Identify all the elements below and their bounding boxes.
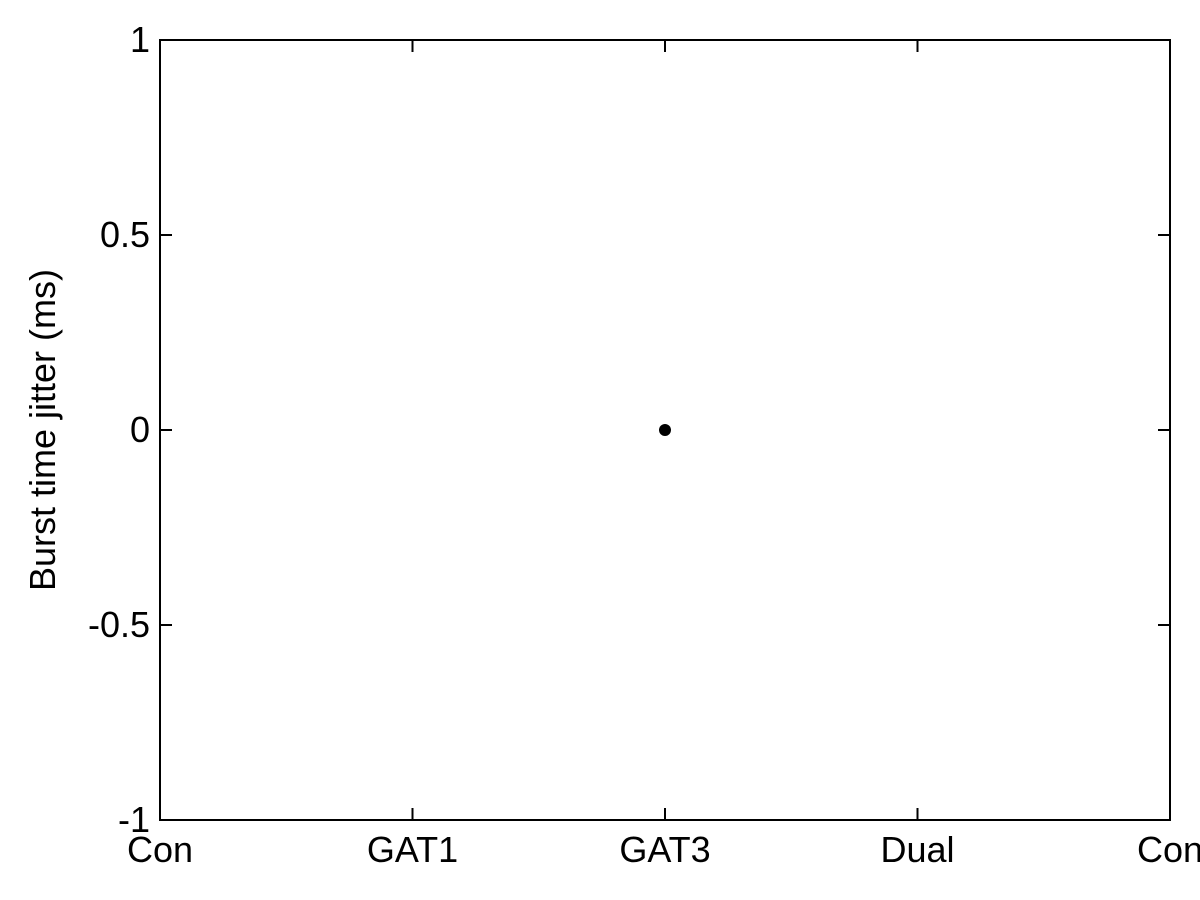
x-tick-label: GAT1 [367, 829, 458, 870]
y-tick-labels: -1 -0.5 0 0.5 1 [88, 19, 150, 840]
y-axis-ticks [160, 40, 172, 820]
y-tick-label: 1 [130, 19, 150, 60]
x-tick-label: Dual [880, 829, 954, 870]
x-tick-label: Con [127, 829, 193, 870]
x-tick-labels: Con GAT1 GAT3 Dual Con [127, 829, 1200, 870]
data-point [659, 424, 671, 436]
y-tick-label: 0 [130, 409, 150, 450]
y-tick-label: -0.5 [88, 604, 150, 645]
y-tick-label: 0.5 [100, 214, 150, 255]
y-axis-ticks-right [1158, 40, 1170, 820]
scatter-chart: -1 -0.5 0 0.5 1 Con GAT1 GAT3 Dual [0, 0, 1200, 900]
x-tick-label: GAT3 [619, 829, 710, 870]
y-axis-label: Burst time jitter (ms) [22, 269, 63, 591]
data-series [659, 424, 671, 436]
chart-svg: -1 -0.5 0 0.5 1 Con GAT1 GAT3 Dual [0, 0, 1200, 900]
x-tick-label: Con [1137, 829, 1200, 870]
x-axis-ticks-top [160, 40, 1170, 52]
x-axis-ticks [160, 808, 1170, 820]
